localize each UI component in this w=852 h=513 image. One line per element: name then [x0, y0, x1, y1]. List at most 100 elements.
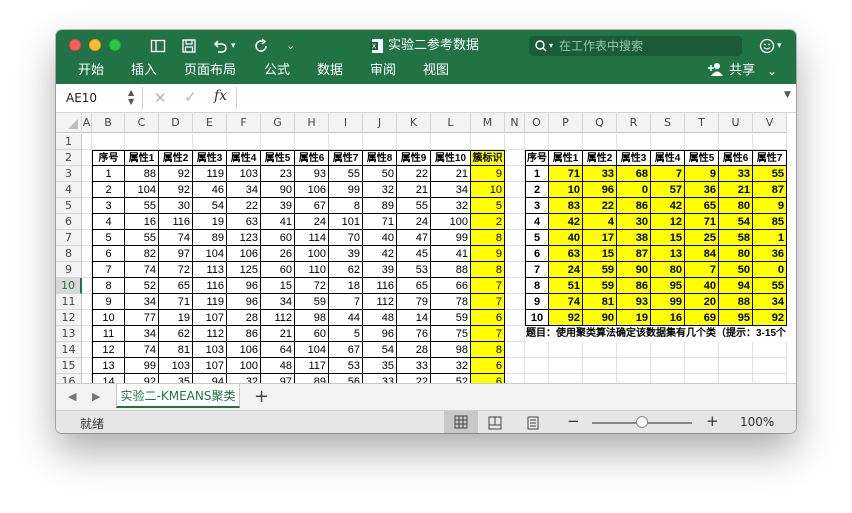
table-cell[interactable]: 10: [471, 182, 505, 198]
table-cell[interactable]: 62: [159, 326, 193, 342]
table-cell[interactable]: 82: [125, 246, 159, 262]
row-header[interactable]: 15: [56, 358, 82, 374]
grid-cell[interactable]: [617, 134, 651, 150]
table-cell[interactable]: 95: [719, 310, 753, 326]
table-cell[interactable]: 3: [525, 198, 549, 214]
column-header[interactable]: R: [617, 113, 651, 133]
row-header[interactable]: 4: [56, 182, 82, 198]
table-cell[interactable]: 16: [651, 310, 685, 326]
table-cell[interactable]: 19: [617, 310, 651, 326]
grid-cell[interactable]: [125, 134, 159, 150]
column-header[interactable]: A: [82, 113, 92, 133]
table-cell[interactable]: 13: [651, 246, 685, 262]
table-cell[interactable]: 6: [92, 246, 125, 262]
grid-cell[interactable]: [471, 134, 505, 150]
table-cell[interactable]: 100: [227, 358, 261, 374]
cancel-icon[interactable]: ✕: [154, 89, 167, 107]
table-cell[interactable]: 35: [159, 374, 193, 383]
table-cell[interactable]: 103: [159, 358, 193, 374]
table-cell[interactable]: 54: [719, 214, 753, 230]
column-header[interactable]: E: [193, 113, 227, 133]
table-cell[interactable]: 32: [431, 198, 471, 214]
table-cell[interactable]: 28: [397, 342, 431, 358]
table-cell[interactable]: 99: [125, 358, 159, 374]
table-cell[interactable]: 48: [261, 358, 295, 374]
table-header-cell[interactable]: 属性4: [651, 150, 685, 166]
row-header[interactable]: 13: [56, 326, 82, 342]
table-cell[interactable]: 2: [92, 182, 125, 198]
grid-cell[interactable]: [505, 358, 525, 374]
table-cell[interactable]: 44: [329, 310, 363, 326]
column-header[interactable]: U: [719, 113, 753, 133]
table-cell[interactable]: 33: [719, 166, 753, 182]
column-header[interactable]: C: [125, 113, 159, 133]
table-cell[interactable]: 76: [397, 326, 431, 342]
table-cell[interactable]: 4: [583, 214, 617, 230]
tab-home[interactable]: 开始: [78, 63, 105, 78]
table-cell[interactable]: 12: [92, 342, 125, 358]
grid-cell[interactable]: [505, 230, 525, 246]
table-cell[interactable]: 93: [617, 294, 651, 310]
grid-cell[interactable]: [82, 326, 92, 342]
table-header-cell[interactable]: 属性10: [431, 150, 471, 166]
table-cell[interactable]: 95: [651, 278, 685, 294]
normal-view-button[interactable]: [444, 411, 478, 433]
table-cell[interactable]: 16: [125, 214, 159, 230]
table-cell[interactable]: 2: [525, 182, 549, 198]
table-cell[interactable]: 36: [753, 246, 787, 262]
table-header-cell[interactable]: 属性9: [397, 150, 431, 166]
row-header[interactable]: 5: [56, 198, 82, 214]
table-cell[interactable]: 83: [549, 198, 583, 214]
grid-cell[interactable]: [525, 358, 549, 374]
row-header[interactable]: 7: [56, 230, 82, 246]
table-cell[interactable]: 99: [431, 230, 471, 246]
table-cell[interactable]: 1: [753, 230, 787, 246]
table-cell[interactable]: 88: [431, 262, 471, 278]
grid-cell[interactable]: [505, 262, 525, 278]
add-sheet-icon[interactable]: +: [254, 386, 270, 407]
table-cell[interactable]: 119: [193, 166, 227, 182]
table-cell[interactable]: 21: [431, 166, 471, 182]
table-cell[interactable]: 87: [753, 182, 787, 198]
grid-cell[interactable]: [525, 374, 549, 383]
table-header-cell[interactable]: 属性6: [295, 150, 329, 166]
sidebar-toggle-icon[interactable]: [150, 38, 166, 54]
table-cell[interactable]: 66: [431, 278, 471, 294]
table-cell[interactable]: 55: [753, 278, 787, 294]
expand-formula-bar-icon[interactable]: ▼: [784, 90, 791, 100]
table-header-cell[interactable]: 属性8: [363, 150, 397, 166]
table-cell[interactable]: 107: [193, 358, 227, 374]
row-header[interactable]: 12: [56, 310, 82, 326]
table-cell[interactable]: 22: [583, 198, 617, 214]
table-cell[interactable]: 112: [261, 310, 295, 326]
table-cell[interactable]: 39: [363, 262, 397, 278]
table-cell[interactable]: 56: [329, 374, 363, 383]
table-cell[interactable]: 72: [159, 262, 193, 278]
table-cell[interactable]: 62: [329, 262, 363, 278]
table-cell[interactable]: 41: [261, 214, 295, 230]
table-cell[interactable]: 9: [471, 166, 505, 182]
column-header[interactable]: I: [329, 113, 363, 133]
table-cell[interactable]: 45: [397, 246, 431, 262]
table-cell[interactable]: 110: [295, 262, 329, 278]
grid-cell[interactable]: [82, 198, 92, 214]
table-cell[interactable]: 6: [471, 310, 505, 326]
column-header[interactable]: L: [431, 113, 471, 133]
table-cell[interactable]: 26: [261, 246, 295, 262]
table-cell[interactable]: 116: [159, 214, 193, 230]
table-cell[interactable]: 89: [363, 198, 397, 214]
table-cell[interactable]: 55: [329, 166, 363, 182]
tab-formulas[interactable]: 公式: [264, 63, 291, 78]
column-header[interactable]: M: [471, 113, 505, 133]
table-cell[interactable]: 19: [193, 214, 227, 230]
grid-cell[interactable]: [583, 358, 617, 374]
undo-dropdown-icon[interactable]: ▾: [231, 41, 236, 51]
grid-cell[interactable]: [193, 134, 227, 150]
grid-cell[interactable]: [505, 310, 525, 326]
table-cell[interactable]: 59: [295, 294, 329, 310]
table-cell[interactable]: 10: [92, 310, 125, 326]
table-cell[interactable]: 71: [549, 166, 583, 182]
table-cell[interactable]: 33: [363, 374, 397, 383]
grid-cell[interactable]: [617, 374, 651, 383]
column-header[interactable]: V: [753, 113, 787, 133]
